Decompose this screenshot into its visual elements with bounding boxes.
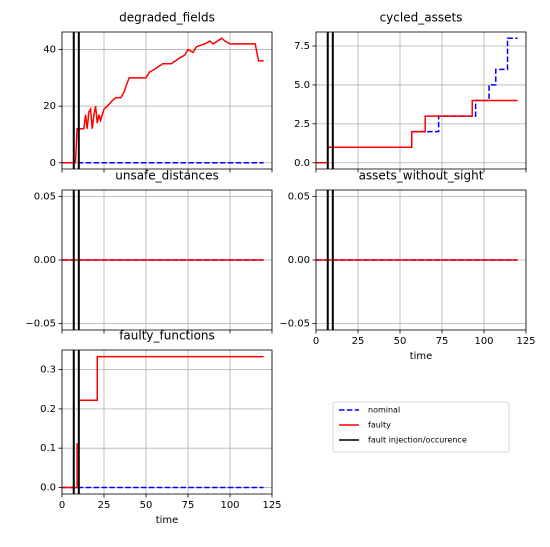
- axes-frame: [61, 349, 273, 495]
- axes-frame: [61, 189, 273, 331]
- x-tick-label: 0: [59, 500, 65, 511]
- y-tick-label: 0.00: [34, 255, 56, 266]
- y-tick-label: 40: [43, 45, 56, 56]
- axes-frame: [61, 31, 273, 170]
- subplot: 0.0 2.5 5.0 7.5 cycled_assets: [294, 11, 527, 173]
- y-tick-label: 0.1: [40, 443, 56, 454]
- x-tick-label: 125: [516, 336, 535, 347]
- subplot: 0 25 50 75 100 125 0.0 0.1 0.2 0.3 faulty_function…: [40, 329, 281, 527]
- y-tick-label: 0.05: [34, 191, 56, 202]
- y-tick-label: 0.00: [288, 255, 310, 266]
- x-tick-label: 100: [220, 500, 239, 511]
- y-tick-label: −0.05: [25, 319, 56, 330]
- y-tick-label: 0.0: [294, 158, 310, 169]
- subplot-title: cycled_assets: [380, 11, 463, 25]
- x-tick-label: 50: [140, 500, 153, 511]
- subplot-title: assets_without_sight: [359, 169, 484, 183]
- y-tick-label: 5.0: [294, 80, 310, 91]
- legend-label: fault injection/occurence: [368, 436, 467, 445]
- x-tick-label: 75: [182, 500, 195, 511]
- legend-label: faulty: [368, 421, 391, 430]
- axes-frame: [315, 189, 527, 331]
- y-tick-label: 0.2: [40, 404, 56, 415]
- x-tick-label: 75: [436, 336, 449, 347]
- x-axis-label: time: [410, 351, 433, 362]
- legend: nominal faulty fault injection/occurence: [332, 401, 510, 453]
- x-tick-label: 50: [394, 336, 407, 347]
- series-line: [62, 355, 264, 489]
- y-tick-label: −0.05: [279, 319, 310, 330]
- series-line: [316, 99, 518, 164]
- x-axis-label: time: [156, 515, 179, 526]
- subplot: 0 20 40 degraded_fields: [43, 11, 273, 173]
- legend-box: [332, 401, 510, 453]
- x-tick-label: 125: [262, 500, 281, 511]
- x-tick-label: 25: [98, 500, 111, 511]
- y-tick-label: 0: [50, 158, 56, 169]
- x-tick-label: 25: [352, 336, 365, 347]
- x-tick-label: 100: [474, 336, 493, 347]
- subplot-title: unsafe_distances: [115, 169, 219, 183]
- subplot: −0.05 0.00 0.05 unsafe_distances: [25, 169, 273, 334]
- y-tick-label: 7.5: [294, 41, 310, 52]
- y-tick-label: 2.5: [294, 119, 310, 130]
- subplot: 0 25 50 75 100 125 −0.05 0.00 0.05 assets_without…: [279, 169, 535, 363]
- series-line: [62, 37, 264, 164]
- legend-label: nominal: [368, 406, 400, 415]
- y-tick-label: 0.05: [288, 191, 310, 202]
- y-tick-label: 20: [43, 101, 56, 112]
- y-tick-label: 0.0: [40, 482, 56, 493]
- y-tick-label: 0.3: [40, 365, 56, 376]
- x-tick-label: 0: [313, 336, 319, 347]
- subplot-title: degraded_fields: [119, 11, 215, 25]
- axes-frame: [315, 31, 527, 170]
- subplot-title: faulty_functions: [119, 329, 215, 343]
